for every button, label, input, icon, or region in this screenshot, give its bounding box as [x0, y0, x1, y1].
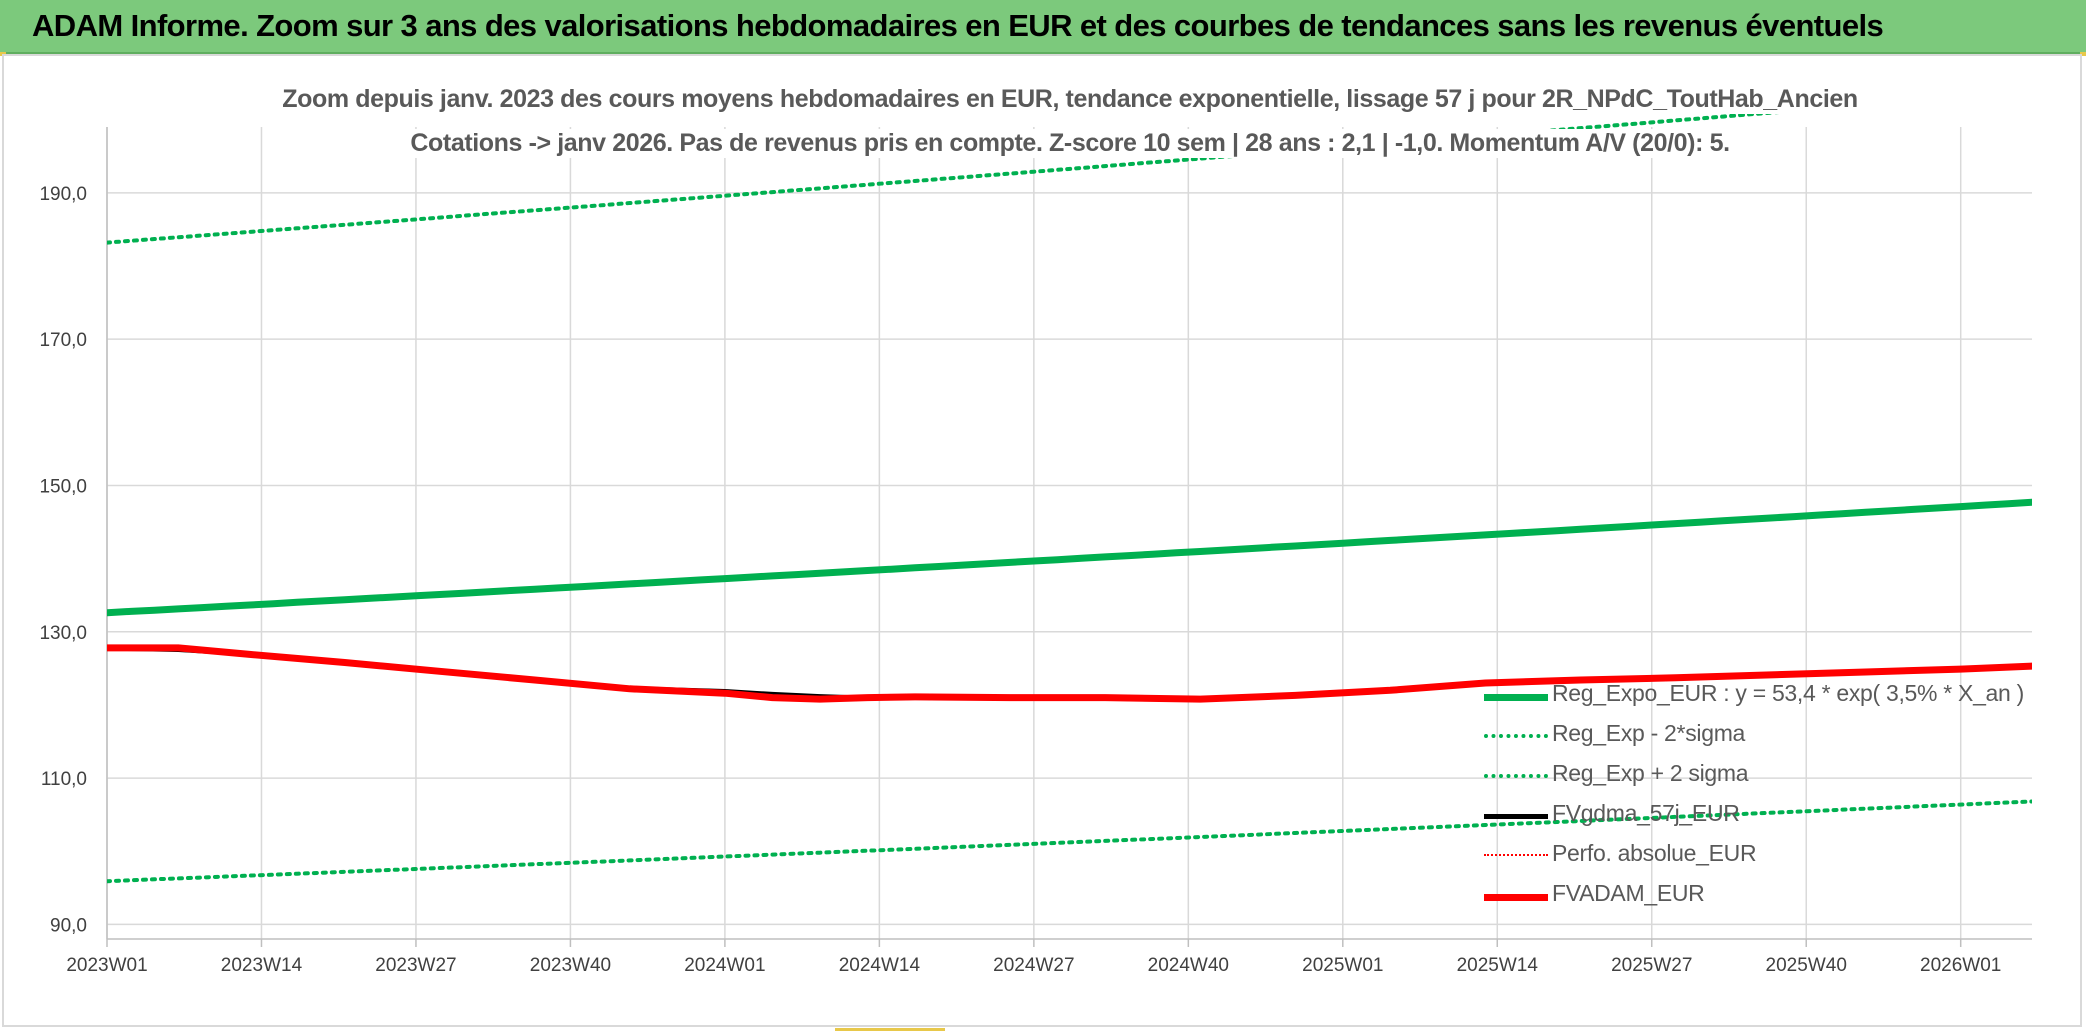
chart-title-line-1: Zoom depuis janv. 2023 des cours moyens … [278, 85, 1862, 114]
legend-item-band-plus: Reg_Exp + 2 sigma [1480, 756, 2020, 796]
corner-mark-right [2080, 52, 2086, 56]
legend-swatch [1484, 814, 1548, 819]
legend-item-fvadam: FVADAM_EUR [1480, 876, 2020, 916]
legend-label: Reg_Exp - 2*sigma [1552, 720, 1746, 746]
legend-label: FVgdma_57j_EUR [1552, 800, 1740, 826]
chart-title-line-2: Cotations -> janv 2026. Pas de revenus p… [406, 129, 1734, 158]
legend-label: Reg_Exp + 2 sigma [1552, 760, 1749, 786]
x-tick-label: 2023W01 [66, 955, 147, 976]
legend-label: Perfo. absolue_EUR [1552, 840, 1757, 866]
series-line-fvadam [107, 644, 2032, 703]
x-tick-label: 2024W01 [684, 955, 765, 976]
x-tick-label: 2025W27 [1611, 955, 1692, 976]
bottom-mark [835, 1028, 945, 1031]
report-banner: ADAM Informe. Zoom sur 3 ans des valoris… [0, 0, 2086, 54]
series-line-band-plus [107, 107, 1865, 245]
report-title: ADAM Informe. Zoom sur 3 ans des valoris… [32, 8, 1884, 43]
x-tick-label: 2023W27 [375, 955, 456, 976]
legend-item-perfo: Perfo. absolue_EUR [1480, 836, 2020, 876]
legend-swatch [1484, 854, 1548, 856]
x-tick-label: 2025W01 [1302, 955, 1383, 976]
series-line-reg-expo [107, 498, 2032, 617]
legend-item-band-minus: Reg_Exp - 2*sigma [1480, 716, 2020, 756]
legend-swatch [1484, 694, 1548, 701]
x-tick-label: 2024W40 [1148, 955, 1229, 976]
y-tick-label: 110,0 [41, 769, 87, 790]
legend-label: FVADAM_EUR [1552, 880, 1705, 906]
y-tick-label: 90,0 [50, 915, 87, 936]
x-tick-label: 2025W40 [1766, 955, 1847, 976]
chart-legend: Reg_Expo_EUR : y = 53,4 * exp( 3,5% * X_… [1480, 676, 2024, 916]
legend-swatch [1484, 894, 1548, 901]
legend-item-fvgdma: FVgdma_57j_EUR [1480, 796, 2020, 836]
y-tick-label: 190,0 [39, 184, 87, 205]
x-tick-label: 2023W40 [530, 955, 611, 976]
series-line-band-minus [107, 799, 2032, 884]
legend-swatch [1484, 774, 1548, 778]
x-tick-label: 2024W14 [839, 955, 921, 976]
legend-item-reg-expo: Reg_Expo_EUR : y = 53,4 * exp( 3,5% * X_… [1480, 676, 2024, 716]
chart-frame [2, 54, 2082, 1027]
x-tick-label: 2026W01 [1920, 955, 2001, 976]
y-tick-label: 130,0 [39, 623, 87, 644]
x-tick-label: 2024W27 [993, 955, 1074, 976]
x-tick-label: 2025W14 [1457, 955, 1539, 976]
legend-swatch [1484, 734, 1548, 738]
y-tick-label: 150,0 [39, 476, 87, 497]
legend-label: Reg_Expo_EUR : y = 53,4 * exp( 3,5% * X_… [1552, 680, 2024, 706]
y-tick-label: 170,0 [39, 330, 87, 351]
x-tick-label: 2023W14 [221, 955, 303, 976]
